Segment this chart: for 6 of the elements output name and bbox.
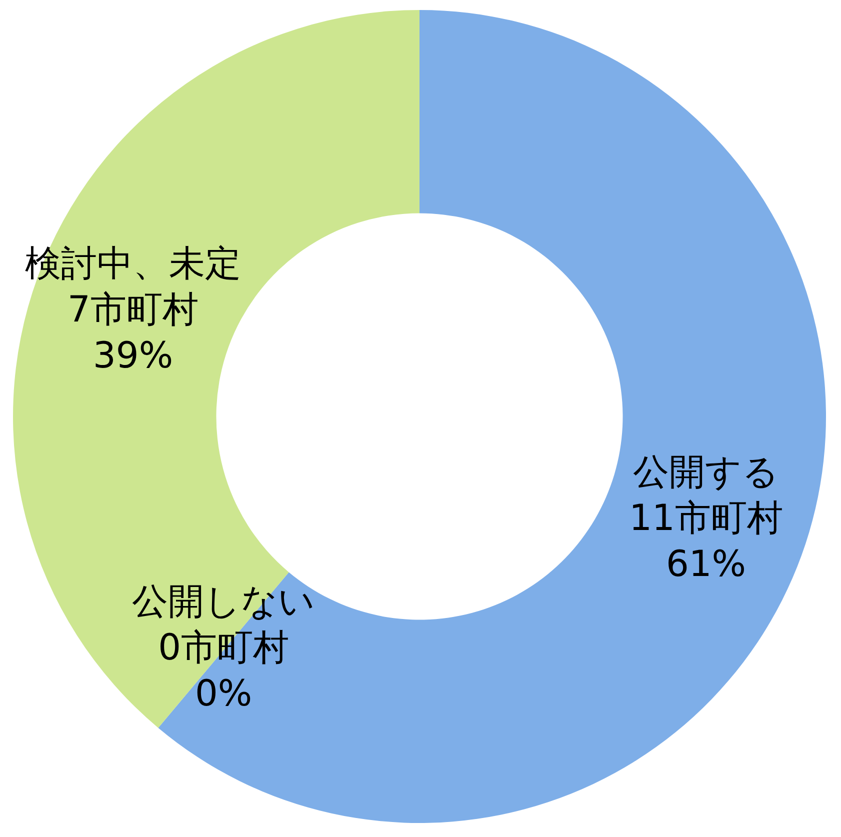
category-label: 公開しない bbox=[132, 581, 316, 622]
data-label: 7市町村 39% bbox=[68, 290, 198, 377]
text: 0市町村 0% bbox=[158, 627, 289, 714]
slice-label: 公開する bbox=[632, 452, 779, 494]
data-label: 11市町村 61% bbox=[629, 498, 783, 586]
slice-label: 検討中、未定 bbox=[25, 244, 242, 285]
